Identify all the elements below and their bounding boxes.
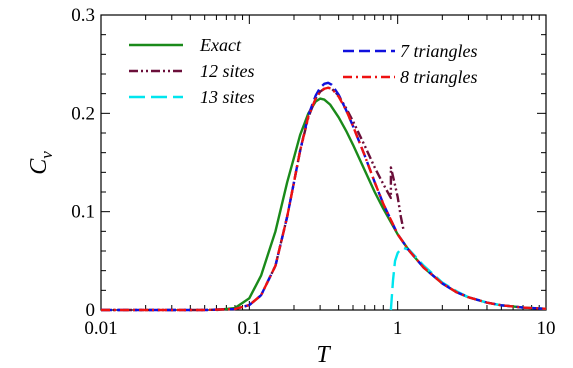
x-axis-title: T	[316, 342, 331, 368]
series-line-12-sites	[101, 86, 405, 312]
y-axis-title-subscript: v	[37, 151, 56, 159]
svg-text:Cv: Cv	[26, 151, 56, 175]
x-tick-label: 10	[537, 318, 556, 339]
legend-label: 13 sites	[200, 87, 255, 107]
legend-item-exact: Exact	[129, 35, 242, 55]
plot-frame	[100, 14, 547, 311]
series-line-exact	[216, 97, 547, 312]
y-tick-label: 0.3	[71, 5, 95, 26]
y-axis-title-main: C	[26, 158, 52, 175]
legend-item-13-sites: 13 sites	[129, 87, 255, 107]
x-tick-label: 0.01	[84, 318, 117, 339]
y-tick-label: 0	[86, 300, 96, 321]
legend-label: 7 triangles	[400, 41, 478, 61]
legend-item-12-sites: 12 sites	[129, 61, 255, 81]
series-line-13-sites	[389, 246, 547, 311]
y-tick-label: 0.1	[71, 202, 95, 223]
series-line-7-triangles	[101, 81, 547, 312]
legend-item-8-triangles: 8 triangles	[343, 67, 478, 87]
data-series	[101, 81, 547, 312]
x-tick-label: 1	[393, 318, 403, 339]
axis-ticks	[100, 14, 547, 311]
legend-item-7-triangles: 7 triangles	[343, 41, 478, 61]
y-axis-title: Cv	[26, 151, 56, 175]
x-tick-label: 0.1	[237, 318, 261, 339]
legend-label: 12 sites	[200, 61, 255, 81]
legend-label: Exact	[199, 35, 242, 55]
axis-tick-labels: 0.01 0.1 1 10 0 0.1 0.2 0.3	[71, 5, 555, 339]
series-line-8-triangles	[101, 86, 547, 312]
legend: Exact 12 sites 13 sites 7 triangles 8 triang…	[129, 35, 478, 107]
legend-label: 8 triangles	[400, 67, 478, 87]
y-tick-label: 0.2	[71, 103, 95, 124]
